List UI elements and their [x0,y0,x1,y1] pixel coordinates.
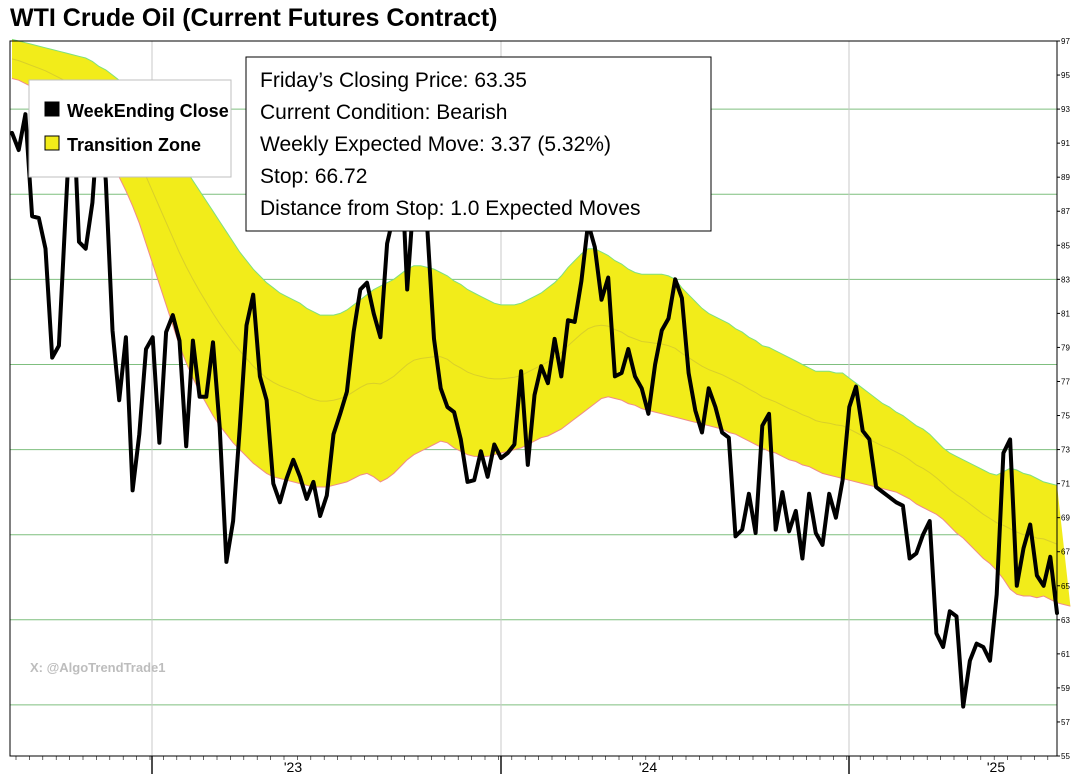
y-tick-label-77: 77 [1061,377,1070,386]
info-box: Friday’s Closing Price: 63.35 Current Co… [245,56,712,232]
info-stop: Stop: 66.72 [260,165,367,188]
weekending-close-series [10,81,1059,709]
info-distance-from-stop: Distance from Stop: 1.0 Expected Moves [260,197,641,220]
y-tick-label-69: 69 [1061,514,1070,523]
transition-zone [11,38,1071,607]
info-box-background [245,56,712,232]
y-tick-label-71: 71 [1061,480,1070,489]
y-tick-label-95: 95 [1061,71,1070,80]
y-tick-label-89: 89 [1061,173,1070,182]
y-tick-label-79: 79 [1061,343,1070,352]
info-current-condition: Current Condition: Bearish [260,101,507,124]
legend-box [28,79,232,178]
y-tick-label-55: 55 [1061,752,1070,761]
y-tick-label-57: 57 [1061,718,1070,727]
weekending-close-line [10,81,1059,709]
y-tick-label-67: 67 [1061,548,1070,557]
y-tick-label-59: 59 [1061,684,1070,693]
plot-border [9,40,1058,757]
y-tick-label-87: 87 [1061,207,1070,216]
y-tick-label-97: 97 [1061,37,1070,46]
y-tick-label-81: 81 [1061,309,1070,318]
transition-zone-lower-edge [11,78,1071,607]
y-tick-label-75: 75 [1061,412,1070,421]
legend-swatch-weekending-close [44,101,60,117]
info-closing-price: Friday’s Closing Price: 63.35 [260,69,527,92]
legend: WeekEnding Close Transition Zone [28,79,232,178]
x-tick-label-2: '25 [987,759,1005,775]
y-tick-label-83: 83 [1061,275,1070,284]
y-tick-label-85: 85 [1061,241,1070,250]
x-axis: '23 '24 '25 [15,756,1049,775]
y-tick-label-61: 61 [1061,650,1070,659]
transition-zone-midline [11,58,1058,545]
legend-swatch-transition-zone [44,135,60,151]
watermark: X: @AlgoTrendTrade1 [30,660,165,675]
y-axis: 55 57 59 61 63 65 67 69 71 73 75 77 79 81 83 85 87 89 91 93… [1057,37,1070,761]
y-tick-label-93: 93 [1061,105,1070,114]
info-expected-move: Weekly Expected Move: 3.37 (5.32%) [260,133,611,156]
y-tick-label-91: 91 [1061,139,1070,148]
legend-label-transition-zone: Transition Zone [67,135,201,155]
transition-zone-band [12,39,1071,607]
y-tick-label-63: 63 [1061,616,1070,625]
y-tick-label-65: 65 [1061,582,1070,591]
plot-frame [9,40,1058,757]
x-tick-label-1: '24 [639,759,657,775]
legend-label-weekending-close: WeekEnding Close [67,101,229,121]
y-tick-label-73: 73 [1061,446,1070,455]
chart-title: WTI Crude Oil (Current Futures Contract) [10,4,498,32]
x-tick-label-0: '23 [284,759,302,775]
